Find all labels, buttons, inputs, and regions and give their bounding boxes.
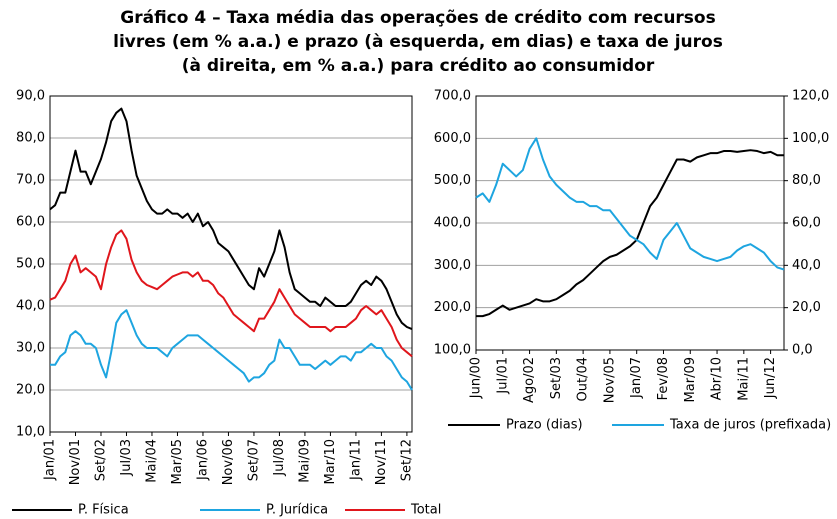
y-tick-label: 600,0: [434, 131, 471, 146]
y2-tick-label: 40,0: [792, 258, 821, 273]
x-tick-label: Mai/04: [144, 439, 159, 483]
y-tick-label: 40,0: [16, 299, 45, 314]
y-tick-label: 300,0: [434, 258, 471, 273]
plot-frame: [475, 95, 785, 351]
x-tick-label: Jul/03: [119, 439, 134, 477]
x-tick-label: Mai/11: [736, 357, 751, 401]
y-tick-label: 100,0: [434, 343, 471, 358]
x-tick-label: Fev/08: [656, 357, 671, 400]
y-tick-label: 80,0: [16, 131, 45, 146]
legend-label: Taxa de juros (prefixada): [669, 418, 831, 433]
x-tick-label: Mar/10: [323, 439, 338, 484]
x-tick-label: Ago/02: [522, 357, 537, 403]
y-tick-label: 200,0: [434, 300, 471, 315]
x-tick-label: Jun/12: [763, 357, 778, 399]
x-tick-label: Nov/01: [68, 439, 83, 485]
series-line: [50, 309, 413, 391]
x-tick-label: Mar/09: [683, 357, 698, 402]
x-tick-label: Jul/08: [272, 439, 287, 477]
y2-tick-label: 80,0: [792, 173, 821, 188]
series-line: [49, 107, 413, 331]
x-tick-label: Jan/01: [43, 439, 58, 481]
y-tick-label: 90,0: [16, 89, 45, 104]
x-tick-label: Mai/09: [297, 439, 312, 483]
legend-label: P. Jurídica: [266, 503, 328, 518]
y-tick-label: 500,0: [434, 173, 471, 188]
y2-tick-label: 120,0: [792, 89, 829, 104]
x-tick-label: Nov/11: [374, 439, 389, 485]
x-tick-label: Out/04: [576, 357, 591, 402]
x-tick-label: Set/02: [93, 439, 108, 481]
y-tick-label: 30,0: [16, 341, 45, 356]
legend-label: Prazo (dias): [506, 418, 583, 433]
x-tick-label: Abr/10: [710, 357, 725, 400]
legend-label: Total: [410, 503, 441, 518]
series-line: [475, 137, 785, 271]
y-tick-label: 50,0: [16, 257, 45, 272]
chart-title: (à direita, em % a.a.) para crédito ao c…: [182, 56, 655, 76]
x-tick-label: Nov/06: [221, 439, 236, 485]
x-tick-label: Jan/11: [348, 439, 363, 481]
y2-tick-label: 60,0: [792, 216, 821, 231]
x-tick-label: Mar/05: [170, 439, 185, 484]
chart-title: livres (em % a.a.) e prazo (à esquerda, …: [113, 32, 723, 52]
legend-label: P. Física: [78, 503, 129, 518]
y2-tick-label: 20,0: [792, 300, 821, 315]
y-tick-label: 70,0: [16, 173, 45, 188]
y-tick-label: 700,0: [434, 89, 471, 104]
x-tick-label: Set/07: [246, 439, 261, 481]
y-tick-label: 400,0: [434, 216, 471, 231]
x-tick-label: Nov/05: [602, 357, 617, 403]
chart-title: Gráfico 4 – Taxa média das operações de …: [120, 8, 715, 28]
y-tick-label: 10,0: [16, 425, 45, 440]
plot-frame: [49, 95, 413, 433]
x-tick-label: Set/12: [399, 439, 414, 481]
x-tick-label: Jun/00: [469, 357, 484, 399]
y-tick-label: 60,0: [16, 215, 45, 230]
series-line: [476, 149, 784, 318]
y2-tick-label: 0,0: [792, 343, 813, 358]
x-tick-label: Jan/07: [629, 357, 644, 399]
x-tick-label: Jul/01: [495, 357, 510, 395]
series-line: [49, 229, 413, 358]
x-tick-label: Jan/06: [195, 439, 210, 481]
x-tick-label: Set/03: [549, 357, 564, 399]
y-tick-label: 20,0: [16, 383, 45, 398]
y2-tick-label: 100,0: [792, 131, 829, 146]
